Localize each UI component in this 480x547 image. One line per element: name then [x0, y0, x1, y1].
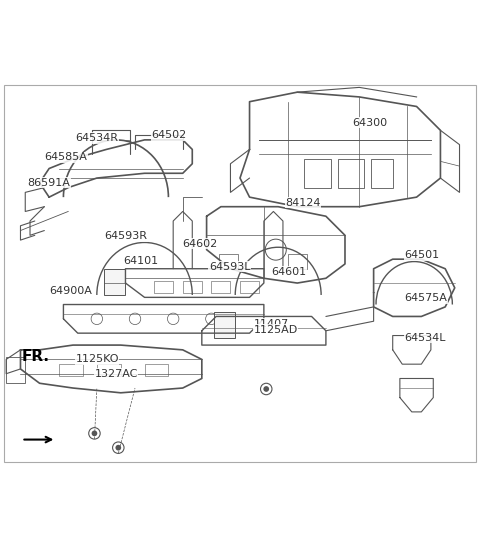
Bar — [183, 281, 202, 293]
Text: 86591A: 86591A — [28, 178, 71, 188]
Text: 1327AC: 1327AC — [95, 369, 138, 379]
Text: 64534L: 64534L — [405, 333, 446, 342]
Circle shape — [92, 430, 97, 437]
Text: 64585A: 64585A — [44, 152, 87, 162]
Circle shape — [264, 386, 269, 392]
Bar — [6, 357, 25, 383]
Text: 64502: 64502 — [152, 130, 187, 140]
Bar — [304, 159, 331, 188]
Text: 1125AD: 1125AD — [253, 325, 298, 335]
Bar — [214, 312, 235, 338]
Text: 64534R: 64534R — [75, 133, 119, 143]
Text: 64575A: 64575A — [405, 293, 447, 304]
Bar — [288, 254, 307, 269]
Bar — [97, 364, 120, 376]
Bar — [144, 364, 168, 376]
Text: FR.: FR. — [22, 349, 49, 364]
Text: 64593R: 64593R — [104, 231, 147, 241]
Text: 64501: 64501 — [405, 250, 440, 260]
Text: 64101: 64101 — [123, 257, 158, 266]
Text: 84124: 84124 — [285, 198, 321, 208]
Text: 1125KO: 1125KO — [75, 354, 119, 364]
Bar — [59, 364, 83, 376]
Text: 64593L: 64593L — [209, 261, 251, 272]
Bar — [104, 269, 125, 295]
Text: 64300: 64300 — [352, 118, 387, 127]
Text: 64900A: 64900A — [49, 286, 92, 296]
Bar — [211, 281, 230, 293]
Text: 11407: 11407 — [253, 319, 288, 329]
Bar — [371, 159, 393, 188]
Text: 64602: 64602 — [183, 238, 218, 249]
Circle shape — [116, 445, 121, 451]
Text: 64601: 64601 — [271, 266, 306, 277]
Bar — [218, 254, 238, 269]
Bar — [338, 159, 364, 188]
Bar — [240, 281, 259, 293]
Bar — [154, 281, 173, 293]
